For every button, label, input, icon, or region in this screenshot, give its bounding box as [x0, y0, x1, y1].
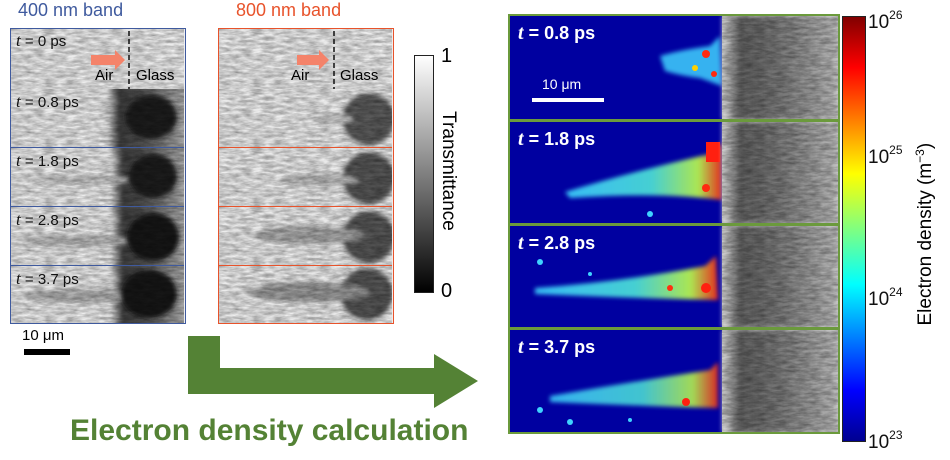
band-400-frame-3: t = 2.8 ps: [11, 207, 184, 266]
band-800-panel: Air Glass: [218, 28, 394, 324]
colorbar-tick-24: 1024: [868, 285, 903, 310]
colorbar-tick-25: 1025: [868, 143, 903, 168]
electron-map-2: t = 2.8 ps: [510, 226, 838, 327]
band-800-frame-4: [219, 266, 392, 323]
band-400-frame-1: t = 0.8 ps: [11, 89, 184, 148]
band-800-image-1: [219, 89, 392, 147]
laser-arrow-icon: [297, 50, 329, 70]
band-800-frame-3: [219, 207, 392, 266]
calculation-label: Electron density calculation: [70, 414, 469, 447]
band-800-image-3: [219, 207, 392, 265]
frame-time-label: t = 1.8 ps: [16, 151, 79, 170]
colorbar-tick-26: 1026: [868, 8, 903, 33]
electron-map-1: t = 1.8 ps: [510, 122, 838, 223]
band-400-title: 400 nm band: [18, 0, 124, 20]
calculation-arrow-icon: [188, 336, 478, 408]
band-800-image-4: [219, 266, 392, 323]
laser-arrow-icon: [91, 50, 125, 70]
colorbar-axis-label: Electron density (m−3): [912, 142, 937, 326]
band-800-image-2: [219, 148, 392, 206]
frame-time-label: t = 0 ps: [16, 31, 67, 50]
air-label: Air: [291, 67, 310, 84]
band-400-panel: t = 0 ps Air Glass t = 0.8 ps t = 1.8 ps: [10, 28, 186, 324]
map-time-label: t = 1.8 ps: [518, 128, 596, 150]
map-scalebar-label: 10 μm: [542, 76, 582, 92]
electron-map-0: t = 0.8 ps 10 μm: [510, 16, 838, 119]
band-400-frame-0: t = 0 ps Air Glass: [11, 29, 184, 90]
transmittance-max: 1: [441, 45, 453, 67]
band-800-image-0: [219, 29, 392, 89]
band-800-frame-2: [219, 148, 392, 207]
map-time-label: t = 0.8 ps: [518, 22, 596, 44]
scalebar: [24, 349, 70, 355]
band-400-image-3: [11, 207, 184, 265]
electron-density-colorbar: [842, 16, 866, 442]
frame-time-label: t = 0.8 ps: [16, 92, 79, 111]
band-400-frame-4: t = 3.7 ps: [11, 266, 184, 323]
scalebar-label: 10 μm: [22, 327, 64, 344]
transmittance-min: 0: [441, 280, 453, 302]
frame-time-label: t = 3.7 ps: [16, 269, 79, 288]
electron-map-image-3: [510, 330, 838, 432]
band-800-frame-1: [219, 89, 392, 148]
band-400-image-0: [11, 29, 184, 89]
air-label: Air: [95, 67, 114, 84]
map-time-label: t = 2.8 ps: [518, 232, 596, 254]
map-scalebar: [532, 98, 604, 102]
colorbar-tick-23: 1023: [868, 428, 903, 453]
electron-map-image-0: [510, 16, 838, 119]
band-400-image-2: [11, 148, 184, 206]
glass-label: Glass: [136, 67, 175, 84]
electron-maps-panel: t = 0.8 ps 10 μm t = 1.8 ps: [508, 14, 840, 434]
transmittance-axis-label: Transmittance: [438, 111, 459, 231]
transmittance-colorbar: [414, 55, 434, 293]
band-800-frame-0: Air Glass: [219, 29, 392, 90]
glass-label: Glass: [340, 67, 379, 84]
electron-map-image-1: [510, 122, 838, 223]
frame-time-label: t = 2.8 ps: [16, 210, 79, 229]
band-400-image-4: [11, 266, 184, 323]
electron-map-image-2: [510, 226, 838, 327]
band-400-frame-2: t = 1.8 ps: [11, 148, 184, 207]
band-800-title: 800 nm band: [236, 0, 342, 20]
band-400-image-1: [11, 89, 184, 147]
map-time-label: t = 3.7 ps: [518, 336, 596, 358]
electron-map-3: t = 3.7 ps: [510, 330, 838, 432]
